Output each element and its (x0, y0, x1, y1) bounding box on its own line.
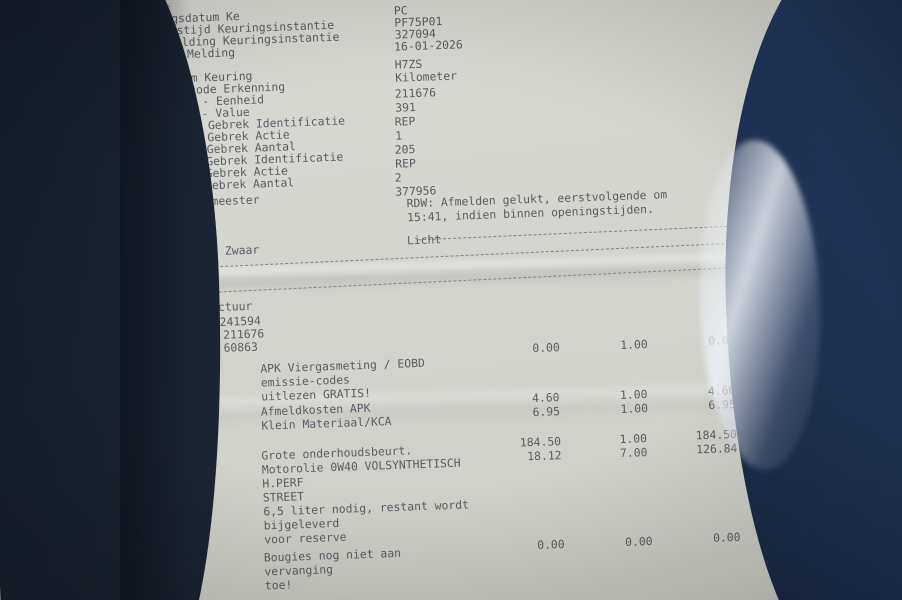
line-item-qty-5: 7.00 (619, 445, 648, 461)
line-item-desc-6-2: voor reserve (264, 529, 347, 547)
indicatie-value: Licht (406, 232, 442, 248)
invoice-field-value-2: 60863 (223, 339, 259, 355)
line-item-price-2: 6.95 (532, 404, 561, 420)
line-item-desc-7-2: toe! (264, 577, 293, 593)
line-item-total-7: 0.00 (712, 529, 741, 545)
inspection-value-10: 1 (395, 128, 403, 143)
line-item-qty-7: 0.00 (624, 533, 653, 549)
inspection-value-11: 205 (394, 142, 416, 157)
inspection-value-4: 16-01-2026 (393, 37, 463, 54)
line-item-qty-2: 1.00 (620, 401, 649, 417)
line-item-desc-5-1: H.PERF (262, 475, 304, 491)
line-item-desc-7-1: vervanging (264, 562, 334, 579)
inspection-value-9: REP (394, 114, 416, 129)
inspection-value-13: 2 (394, 170, 402, 185)
line-item-price-7: 0.00 (536, 537, 565, 553)
line-item-price-5: 18.12 (526, 448, 562, 464)
line-item-price-0: 0.00 (532, 340, 560, 356)
inspection-value-12: REP (395, 156, 417, 171)
inspection-value-6: Kilometer (395, 68, 458, 85)
inspection-value-8: 391 (395, 99, 417, 115)
line-item-desc-5-2: STREET (262, 489, 305, 505)
line-item-total-5: 126.84 (696, 440, 738, 457)
line-item-qty-0: 1.00 (620, 337, 648, 352)
inspection-value-7: 211676 (394, 85, 437, 101)
